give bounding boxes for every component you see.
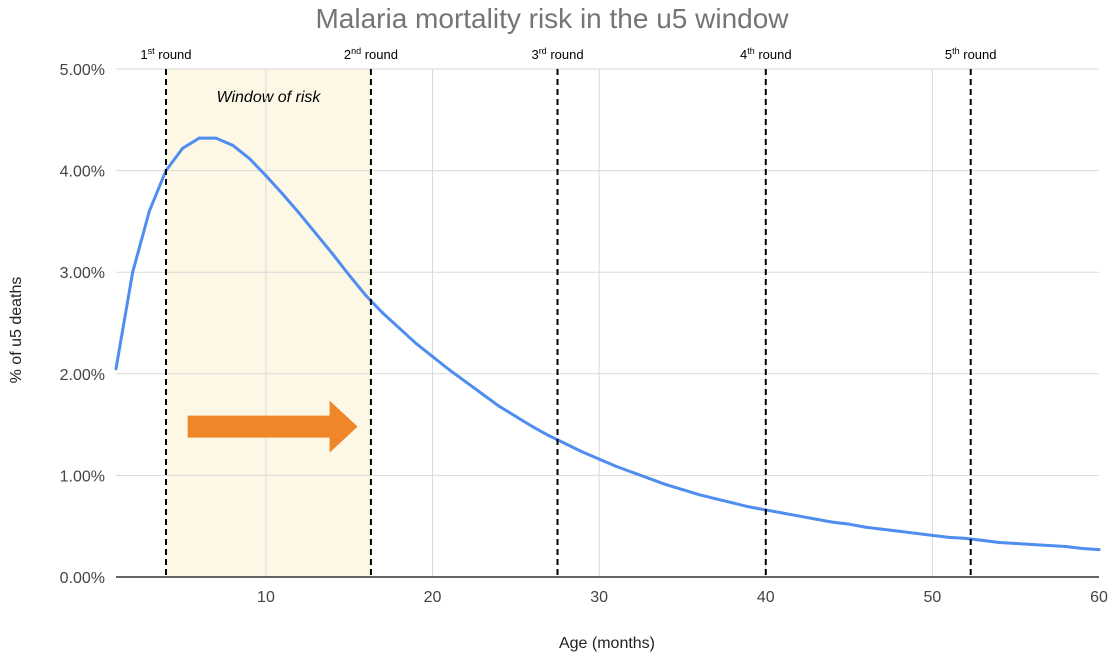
data-point [647, 476, 651, 480]
data-point [297, 211, 301, 215]
axes: 0.00% 1.00% 2.00% 3.00% 4.00% 5.00% 10 20 30 40 50… [60, 62, 1108, 606]
data-point [464, 380, 468, 384]
round-label: 3rd round [531, 46, 583, 62]
data-point [547, 434, 551, 438]
data-point [930, 533, 934, 537]
data-point [880, 527, 884, 531]
data-point [714, 497, 718, 501]
data-point [997, 540, 1001, 544]
window-of-risk-layer: Window of risk [165, 69, 371, 577]
y-tick-label: 5.00% [60, 62, 105, 79]
data-point [331, 252, 335, 256]
chart-title: Malaria mortality risk in the u5 window [315, 3, 789, 34]
round-label: 1st round [140, 46, 191, 62]
direction-arrow [187, 400, 358, 453]
y-tick-label: 0.00% [60, 570, 105, 587]
data-point [181, 146, 185, 150]
y-tick-label: 3.00% [60, 265, 105, 282]
data-point [497, 404, 501, 408]
x-tick-label: 20 [424, 589, 442, 606]
x-tick-label: 30 [590, 589, 608, 606]
y-tick-label: 4.00% [60, 164, 105, 181]
data-point [830, 520, 834, 524]
data-point [214, 136, 218, 140]
data-point [847, 522, 851, 526]
data-point [264, 174, 268, 178]
data-point [397, 326, 401, 330]
data-point [614, 464, 618, 468]
data-point [514, 414, 518, 418]
data-point [864, 525, 868, 529]
data-point [131, 270, 135, 274]
data-point [381, 311, 385, 315]
x-tick-label: 10 [257, 589, 275, 606]
window-of-risk-label: Window of risk [217, 89, 322, 106]
data-point [414, 341, 418, 345]
data-point [730, 501, 734, 505]
window-of-risk-band [165, 69, 371, 577]
data-point [597, 457, 601, 461]
data-point [947, 535, 951, 539]
round-label: 2nd round [344, 46, 398, 62]
data-point [447, 368, 451, 372]
series-layer [114, 136, 1101, 552]
round-label: 5th round [945, 46, 997, 62]
data-point [897, 529, 901, 533]
data-point [630, 470, 634, 474]
data-point [114, 367, 118, 371]
data-point [814, 517, 818, 521]
data-point [1064, 545, 1068, 549]
data-point [314, 232, 318, 236]
data-point [481, 392, 485, 396]
arrow-layer [187, 400, 358, 453]
x-tick-label: 60 [1090, 589, 1108, 606]
data-point [747, 505, 751, 509]
data-point [247, 156, 251, 160]
round-label: 4th round [740, 46, 792, 62]
data-point [231, 143, 235, 147]
data-point [281, 192, 285, 196]
data-point [1047, 544, 1051, 548]
data-point [581, 450, 585, 454]
data-point [147, 209, 151, 213]
data-point [980, 538, 984, 542]
data-point [914, 531, 918, 535]
y-axis-title: % of u5 deaths [8, 277, 25, 384]
gridlines [116, 68, 1099, 577]
data-point [364, 294, 368, 298]
data-point [431, 355, 435, 359]
data-point [1080, 547, 1084, 551]
y-tick-label: 1.00% [60, 468, 105, 485]
data-point [797, 514, 801, 518]
x-tick-label: 40 [757, 589, 775, 606]
data-point [664, 483, 668, 487]
data-point [347, 273, 351, 277]
x-tick-label: 50 [923, 589, 941, 606]
series-line [114, 136, 1101, 552]
y-tick-label: 2.00% [60, 367, 105, 384]
data-point [780, 511, 784, 515]
rounds-layer: 1st round 2nd round 3rd round 4th round 5th … [140, 46, 997, 577]
data-point [697, 493, 701, 497]
data-point [1097, 548, 1101, 552]
data-point [680, 488, 684, 492]
data-point [197, 136, 201, 140]
x-axis-title: Age (months) [559, 635, 655, 652]
data-point [1030, 542, 1034, 546]
data-point [964, 536, 968, 540]
data-point [531, 425, 535, 429]
data-point [564, 442, 568, 446]
data-point [1014, 541, 1018, 545]
